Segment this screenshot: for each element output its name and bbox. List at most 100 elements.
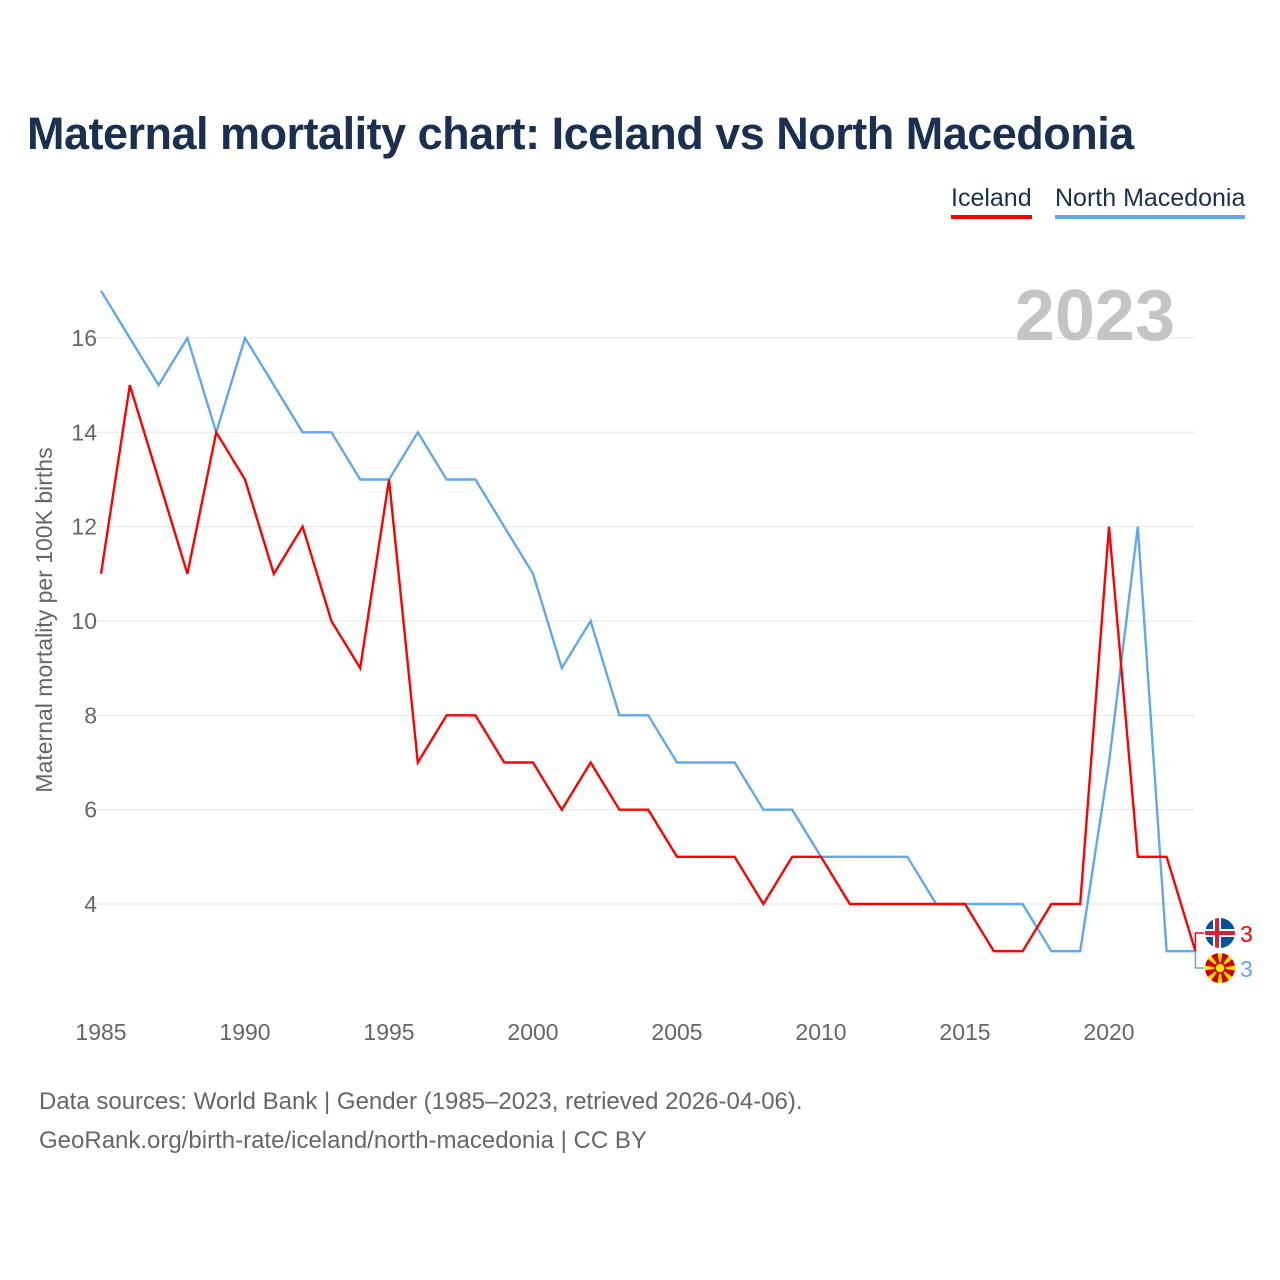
data-point[interactable] [645,712,651,718]
data-point[interactable] [156,476,162,482]
data-point[interactable] [530,571,536,577]
data-point[interactable] [1048,948,1054,954]
data-point[interactable] [674,759,680,765]
data-point[interactable] [789,854,795,860]
data-point[interactable] [876,854,882,860]
data-point[interactable] [184,571,190,577]
data-point[interactable] [904,854,910,860]
x-tick-label: 1985 [75,1019,126,1045]
x-tick-label: 1995 [363,1019,414,1045]
data-point[interactable] [847,854,853,860]
data-point[interactable] [588,618,594,624]
data-point[interactable] [1020,948,1026,954]
data-point[interactable] [357,476,363,482]
data-point[interactable] [472,476,478,482]
x-tick-label: 2015 [939,1019,990,1045]
data-point[interactable] [760,901,766,907]
data-point[interactable] [501,759,507,765]
data-point[interactable] [300,524,306,530]
data-point[interactable] [703,759,709,765]
x-tick-label: 2000 [507,1019,558,1045]
y-tick-label: 16 [71,325,97,351]
data-point[interactable] [818,854,824,860]
data-point[interactable] [328,618,334,624]
data-point[interactable] [242,476,248,482]
data-point[interactable] [501,524,507,530]
data-point[interactable] [1164,948,1170,954]
data-point[interactable] [242,335,248,341]
data-point[interactable] [962,901,968,907]
data-point[interactable] [789,807,795,813]
x-tick-label: 2020 [1083,1019,1134,1045]
data-point[interactable] [674,854,680,860]
data-point[interactable] [415,429,421,435]
y-tick-label: 4 [84,891,97,917]
data-point[interactable] [444,476,450,482]
y-tick-label: 6 [84,797,97,823]
data-point[interactable] [156,382,162,388]
data-point[interactable] [127,382,133,388]
y-tick-label: 8 [84,702,97,728]
x-tick-label: 1990 [219,1019,270,1045]
data-point[interactable] [1164,854,1170,860]
data-point[interactable] [760,807,766,813]
data-point[interactable] [444,712,450,718]
data-point[interactable] [271,382,277,388]
series-line-iceland [99,384,1197,953]
end-value-label: 3 [1240,956,1253,982]
data-point[interactable] [184,335,190,341]
data-point[interactable] [732,759,738,765]
data-point[interactable] [1106,524,1112,530]
data-point[interactable] [530,759,536,765]
data-point[interactable] [703,854,709,860]
data-point[interactable] [991,901,997,907]
data-point[interactable] [645,807,651,813]
data-point[interactable] [213,429,219,435]
data-point[interactable] [1106,759,1112,765]
iceland-flag-icon [1205,918,1235,948]
data-point[interactable] [847,901,853,907]
data-point[interactable] [1048,901,1054,907]
data-point[interactable] [1077,901,1083,907]
end-connector [1194,932,1204,952]
data-point[interactable] [98,571,104,577]
data-point[interactable] [300,429,306,435]
y-tick-label: 14 [71,419,97,445]
data-point[interactable] [904,901,910,907]
north-macedonia-flag-icon [1205,953,1235,983]
y-axis-label: Maternal mortality per 100K births [31,447,57,792]
data-point[interactable] [616,807,622,813]
x-tick-label: 2010 [795,1019,846,1045]
y-tick-label: 10 [71,608,97,634]
data-point[interactable] [415,759,421,765]
legend-iceland[interactable]: Iceland [951,184,1032,219]
data-point[interactable] [328,429,334,435]
data-point[interactable] [357,665,363,671]
data-point[interactable] [1077,948,1083,954]
data-point[interactable] [991,948,997,954]
series-line-north-macedonia [99,290,1196,953]
footer-sources: Data sources: World Bank | Gender (1985–… [39,1088,803,1115]
end-connector [1194,951,1204,969]
data-point[interactable] [1020,901,1026,907]
data-point[interactable] [271,571,277,577]
x-tick-label: 2005 [651,1019,702,1045]
data-point[interactable] [616,712,622,718]
data-point[interactable] [559,665,565,671]
data-point[interactable] [876,901,882,907]
data-point[interactable] [127,335,133,341]
data-point[interactable] [732,854,738,860]
data-point[interactable] [559,807,565,813]
chart-title: Maternal mortality chart: Iceland vs Nor… [27,108,1134,159]
footer-url[interactable]: GeoRank.org/birth-rate/iceland/north-mac… [39,1127,647,1154]
data-point[interactable] [933,901,939,907]
data-point[interactable] [588,759,594,765]
data-point[interactable] [98,288,104,294]
year-label: 2023 [1015,276,1175,356]
data-point[interactable] [1135,854,1141,860]
data-point[interactable] [386,476,392,482]
legend-north-macedonia[interactable]: North Macedonia [1055,184,1246,219]
data-point[interactable] [472,712,478,718]
data-point[interactable] [1135,524,1141,530]
